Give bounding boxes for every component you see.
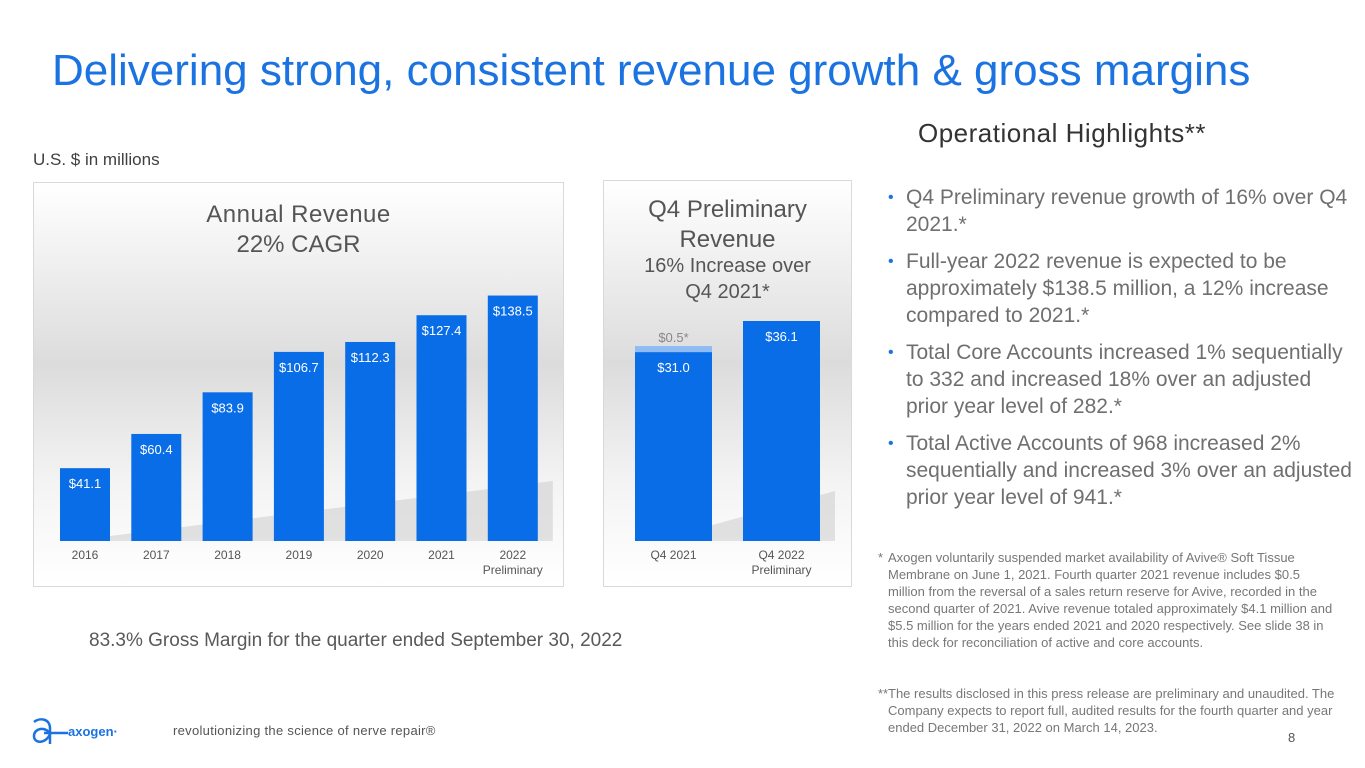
- bar-avive-reversal: [635, 346, 712, 353]
- category-label: 2017: [143, 548, 170, 562]
- bullet-icon: •: [888, 253, 894, 270]
- annual-chart-title: Annual Revenue: [206, 201, 391, 228]
- category-label: Q4 2021: [650, 548, 696, 562]
- highlights-list: • Q4 Preliminary revenue growth of 16% ov…: [886, 184, 1356, 521]
- bar-2022: [487, 295, 538, 541]
- highlights-title: Operational Highlights**: [918, 118, 1207, 148]
- bullet-icon: •: [888, 189, 894, 206]
- annual-chart-svg: $41.1 2016 $60.4 2017 $83.9 2018 $106.7 2019 $11…: [60, 295, 553, 577]
- data-label: $83.9: [211, 400, 244, 415]
- category-label: Preliminary: [483, 563, 543, 577]
- bar-2017: [131, 433, 182, 541]
- annual-chart-subtitle: 22% CAGR: [236, 231, 361, 258]
- q4-chart-subtitle: 16% Increase over Q4 2021*: [644, 255, 811, 303]
- footnote-text: The results disclosed in this press rele…: [888, 686, 1335, 735]
- bar-2016: [60, 468, 110, 541]
- slide-title: Delivering strong, consistent revenue gr…: [52, 46, 1251, 95]
- category-label: 2019: [286, 548, 313, 562]
- category-label: 2020: [357, 548, 384, 562]
- q4-chart-title: Q4 Preliminary Revenue: [648, 196, 807, 253]
- annual-revenue-chart: Annual Revenue 22% CAGR $41.1 2016 $60.4 20…: [33, 182, 564, 587]
- gross-margin-text: 83.3% Gross Margin for the quarter ended…: [89, 630, 623, 651]
- category-label: 2022: [499, 548, 526, 562]
- category-label: 2018: [214, 548, 241, 562]
- data-label: $112.3: [351, 350, 390, 365]
- logo-text: axogen·: [68, 724, 118, 739]
- footnote-mark: **: [878, 686, 889, 701]
- highlight-item: • Q4 Preliminary revenue growth of 16% ov…: [888, 186, 1348, 236]
- highlight-item: • Total Core Accounts increased 1% sequen…: [888, 341, 1343, 418]
- highlight-item: • Full-year 2022 revenue is expected to b…: [888, 250, 1329, 327]
- footnote-2: ** The results disclosed in this press r…: [878, 685, 1338, 736]
- category-label: 2016: [72, 548, 99, 562]
- bar-Q4-2021: [635, 352, 712, 541]
- bullet-icon: •: [888, 435, 894, 452]
- bar-2020: [345, 341, 396, 541]
- units-label: U.S. $ in millions: [33, 150, 160, 169]
- footnote-text: Axogen voluntarily suspended market avai…: [888, 550, 1333, 650]
- data-label: $31.0: [657, 360, 690, 375]
- category-label: 2021: [428, 548, 455, 562]
- bar-2019: [273, 351, 324, 541]
- category-label: Q4 2022: [758, 548, 804, 562]
- q4-revenue-chart: Q4 Preliminary Revenue 16% Increase over…: [603, 180, 852, 587]
- data-label: $0.5*: [658, 330, 688, 345]
- footnote-mark: *: [878, 550, 884, 565]
- bar-2018: [202, 392, 253, 541]
- data-label: $60.4: [140, 442, 173, 457]
- tagline: revolutionizing the science of nerve rep…: [173, 723, 436, 738]
- category-label: Preliminary: [751, 563, 811, 577]
- data-label: $138.5: [493, 304, 533, 319]
- data-label: $106.7: [279, 360, 319, 375]
- bullet-icon: •: [888, 344, 894, 361]
- highlight-item: • Total Active Accounts of 968 increased …: [888, 432, 1352, 509]
- data-label: $127.4: [422, 323, 462, 338]
- axogen-logo-icon: [30, 716, 70, 751]
- bar-Q4-2022: [743, 321, 820, 541]
- bar-2021: [416, 315, 467, 541]
- data-label: $41.1: [69, 476, 102, 491]
- page-number: 8: [1288, 730, 1296, 745]
- data-label: $36.1: [765, 329, 798, 344]
- footnote-1: * Axogen voluntarily suspended market av…: [878, 549, 1338, 651]
